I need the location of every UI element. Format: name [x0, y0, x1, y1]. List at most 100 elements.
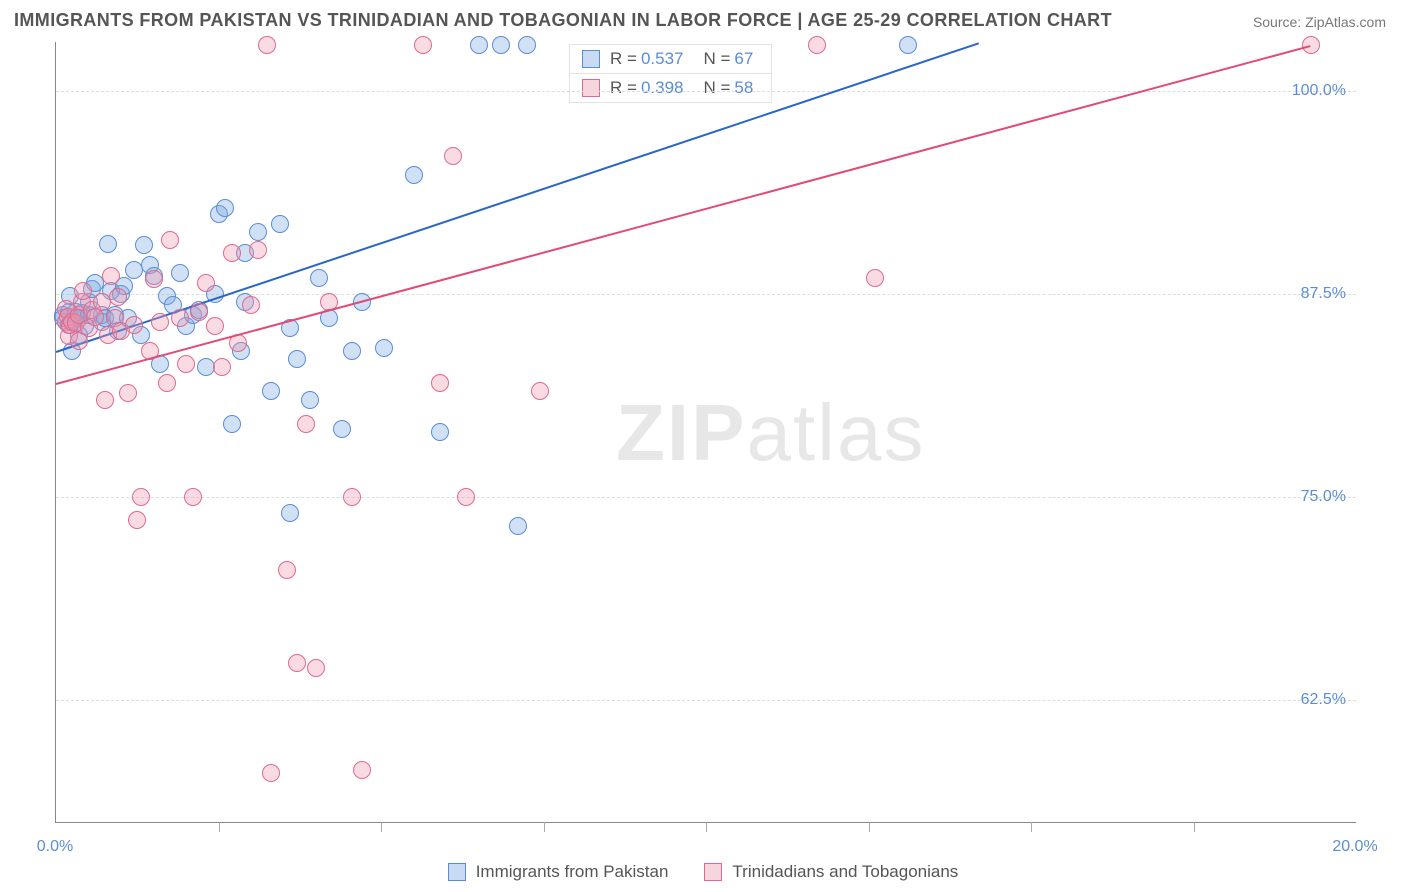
swatch-icon	[582, 79, 600, 97]
data-point-pakistan	[431, 423, 449, 441]
data-point-pakistan	[518, 36, 536, 54]
n-value: 67	[734, 49, 753, 69]
plot-area: ZIPatlas R = 0.537N = 67R = 0.398N = 58 …	[55, 42, 1356, 823]
y-tick-label: 100.0%	[1292, 82, 1346, 100]
x-tick	[706, 822, 707, 832]
data-point-trinidad	[353, 761, 371, 779]
data-point-trinidad	[109, 288, 127, 306]
data-point-trinidad	[74, 282, 92, 300]
legend-item-pakistan: Immigrants from Pakistan	[448, 862, 669, 882]
data-point-trinidad	[184, 488, 202, 506]
r-value: 0.537	[641, 49, 684, 69]
data-point-trinidad	[119, 384, 137, 402]
legend-item-trinidad: Trinidadians and Tobagonians	[704, 862, 958, 882]
grid-line	[56, 91, 1356, 92]
data-point-pakistan	[249, 223, 267, 241]
data-point-trinidad	[145, 270, 163, 288]
data-point-trinidad	[128, 511, 146, 529]
data-point-trinidad	[242, 296, 260, 314]
data-point-trinidad	[249, 241, 267, 259]
y-tick-label: 75.0%	[1301, 488, 1346, 506]
n-label: N =	[703, 78, 730, 98]
data-point-pakistan	[375, 339, 393, 357]
source-label: Source: ZipAtlas.com	[1253, 14, 1386, 30]
watermark-zip: ZIP	[616, 388, 746, 477]
data-point-trinidad	[866, 269, 884, 287]
data-point-trinidad	[151, 313, 169, 331]
watermark: ZIPatlas	[616, 387, 925, 479]
x-tick	[1194, 822, 1195, 832]
data-point-trinidad	[158, 374, 176, 392]
data-point-pakistan	[135, 236, 153, 254]
data-point-pakistan	[288, 350, 306, 368]
data-point-trinidad	[278, 561, 296, 579]
x-tick-label: 0.0%	[37, 838, 73, 856]
data-point-trinidad	[258, 36, 276, 54]
y-tick-label: 62.5%	[1301, 691, 1346, 709]
chart-container: IMMIGRANTS FROM PAKISTAN VS TRINIDADIAN …	[0, 0, 1406, 892]
data-point-pakistan	[509, 517, 527, 535]
data-point-trinidad	[190, 303, 208, 321]
data-point-pakistan	[899, 36, 917, 54]
data-point-pakistan	[301, 391, 319, 409]
x-tick-label: 20.0%	[1332, 838, 1377, 856]
y-tick-label: 87.5%	[1301, 285, 1346, 303]
data-point-trinidad	[307, 659, 325, 677]
data-point-trinidad	[161, 231, 179, 249]
legend-label: Immigrants from Pakistan	[476, 862, 669, 882]
r-value: 0.398	[641, 78, 684, 98]
stats-legend: R = 0.537 N = 67 R = 0.398 N = 58	[569, 44, 772, 103]
data-point-pakistan	[216, 199, 234, 217]
data-point-trinidad	[531, 382, 549, 400]
grid-line	[56, 497, 1356, 498]
chart-title: IMMIGRANTS FROM PAKISTAN VS TRINIDADIAN …	[14, 10, 1112, 31]
data-point-trinidad	[288, 654, 306, 672]
x-tick	[869, 822, 870, 832]
swatch-icon	[448, 863, 466, 881]
r-label: R =	[610, 78, 637, 98]
grid-line	[56, 294, 1356, 295]
data-point-trinidad	[132, 488, 150, 506]
data-point-trinidad	[96, 391, 114, 409]
swatch-icon	[582, 50, 600, 68]
data-point-pakistan	[492, 36, 510, 54]
data-point-trinidad	[197, 274, 215, 292]
data-point-pakistan	[310, 269, 328, 287]
n-label: N =	[703, 49, 730, 69]
n-value: 58	[734, 78, 753, 98]
data-point-trinidad	[177, 355, 195, 373]
data-point-pakistan	[99, 235, 117, 253]
data-point-pakistan	[333, 420, 351, 438]
x-tick	[219, 822, 220, 832]
data-point-pakistan	[262, 382, 280, 400]
r-label: R =	[610, 49, 637, 69]
data-point-pakistan	[343, 342, 361, 360]
stats-row-pakistan: R = 0.537 N = 67	[570, 45, 771, 74]
data-point-pakistan	[281, 504, 299, 522]
data-point-pakistan	[171, 264, 189, 282]
data-point-trinidad	[223, 244, 241, 262]
data-point-pakistan	[271, 215, 289, 233]
data-point-trinidad	[206, 317, 224, 335]
data-point-trinidad	[457, 488, 475, 506]
data-point-trinidad	[262, 764, 280, 782]
x-tick	[381, 822, 382, 832]
data-point-trinidad	[213, 358, 231, 376]
data-point-trinidad	[343, 488, 361, 506]
data-point-trinidad	[297, 415, 315, 433]
data-point-trinidad	[125, 316, 143, 334]
stats-row-trinidad: R = 0.398 N = 58	[570, 74, 771, 102]
data-point-trinidad	[171, 309, 189, 327]
data-point-trinidad	[102, 267, 120, 285]
data-point-trinidad	[808, 36, 826, 54]
data-point-trinidad	[431, 374, 449, 392]
series-legend: Immigrants from Pakistan Trinidadians and…	[0, 862, 1406, 886]
data-point-pakistan	[223, 415, 241, 433]
data-point-pakistan	[405, 166, 423, 184]
x-tick	[1031, 822, 1032, 832]
watermark-atlas: atlas	[746, 388, 925, 477]
data-point-trinidad	[444, 147, 462, 165]
data-point-pakistan	[470, 36, 488, 54]
grid-line	[56, 700, 1356, 701]
legend-label: Trinidadians and Tobagonians	[732, 862, 958, 882]
